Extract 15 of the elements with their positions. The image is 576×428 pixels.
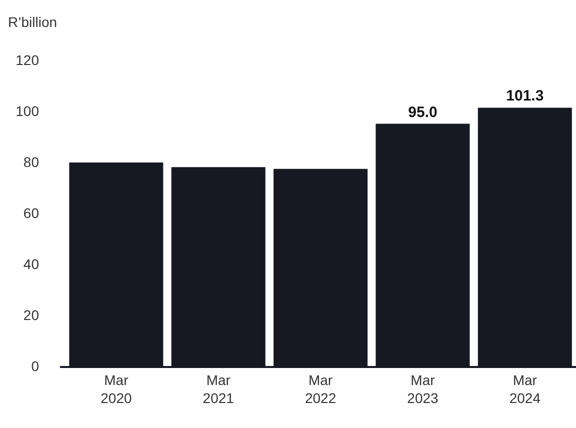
y-tick-label: 40 bbox=[23, 256, 40, 272]
y-tick-label: 0 bbox=[31, 358, 40, 374]
x-tick-label: Mar 2024 bbox=[509, 372, 541, 406]
y-tick-label: 20 bbox=[23, 306, 40, 323]
data-label: 95.0 bbox=[408, 104, 438, 121]
y-tick-label: 120 bbox=[16, 52, 40, 68]
data-label: 101.3 bbox=[506, 88, 544, 105]
y-tick-label: 80 bbox=[23, 154, 40, 170]
x-tick-label: Mar 2023 bbox=[407, 372, 439, 406]
x-tick-label: Mar 2022 bbox=[304, 372, 336, 406]
x-tick-label: Mar 2020 bbox=[100, 372, 132, 406]
y-tick-label: 100 bbox=[16, 102, 40, 119]
y-axis-title: R’billion bbox=[8, 14, 58, 30]
y-tick-label: 60 bbox=[23, 204, 40, 221]
x-tick-label: Mar 2021 bbox=[202, 372, 234, 406]
